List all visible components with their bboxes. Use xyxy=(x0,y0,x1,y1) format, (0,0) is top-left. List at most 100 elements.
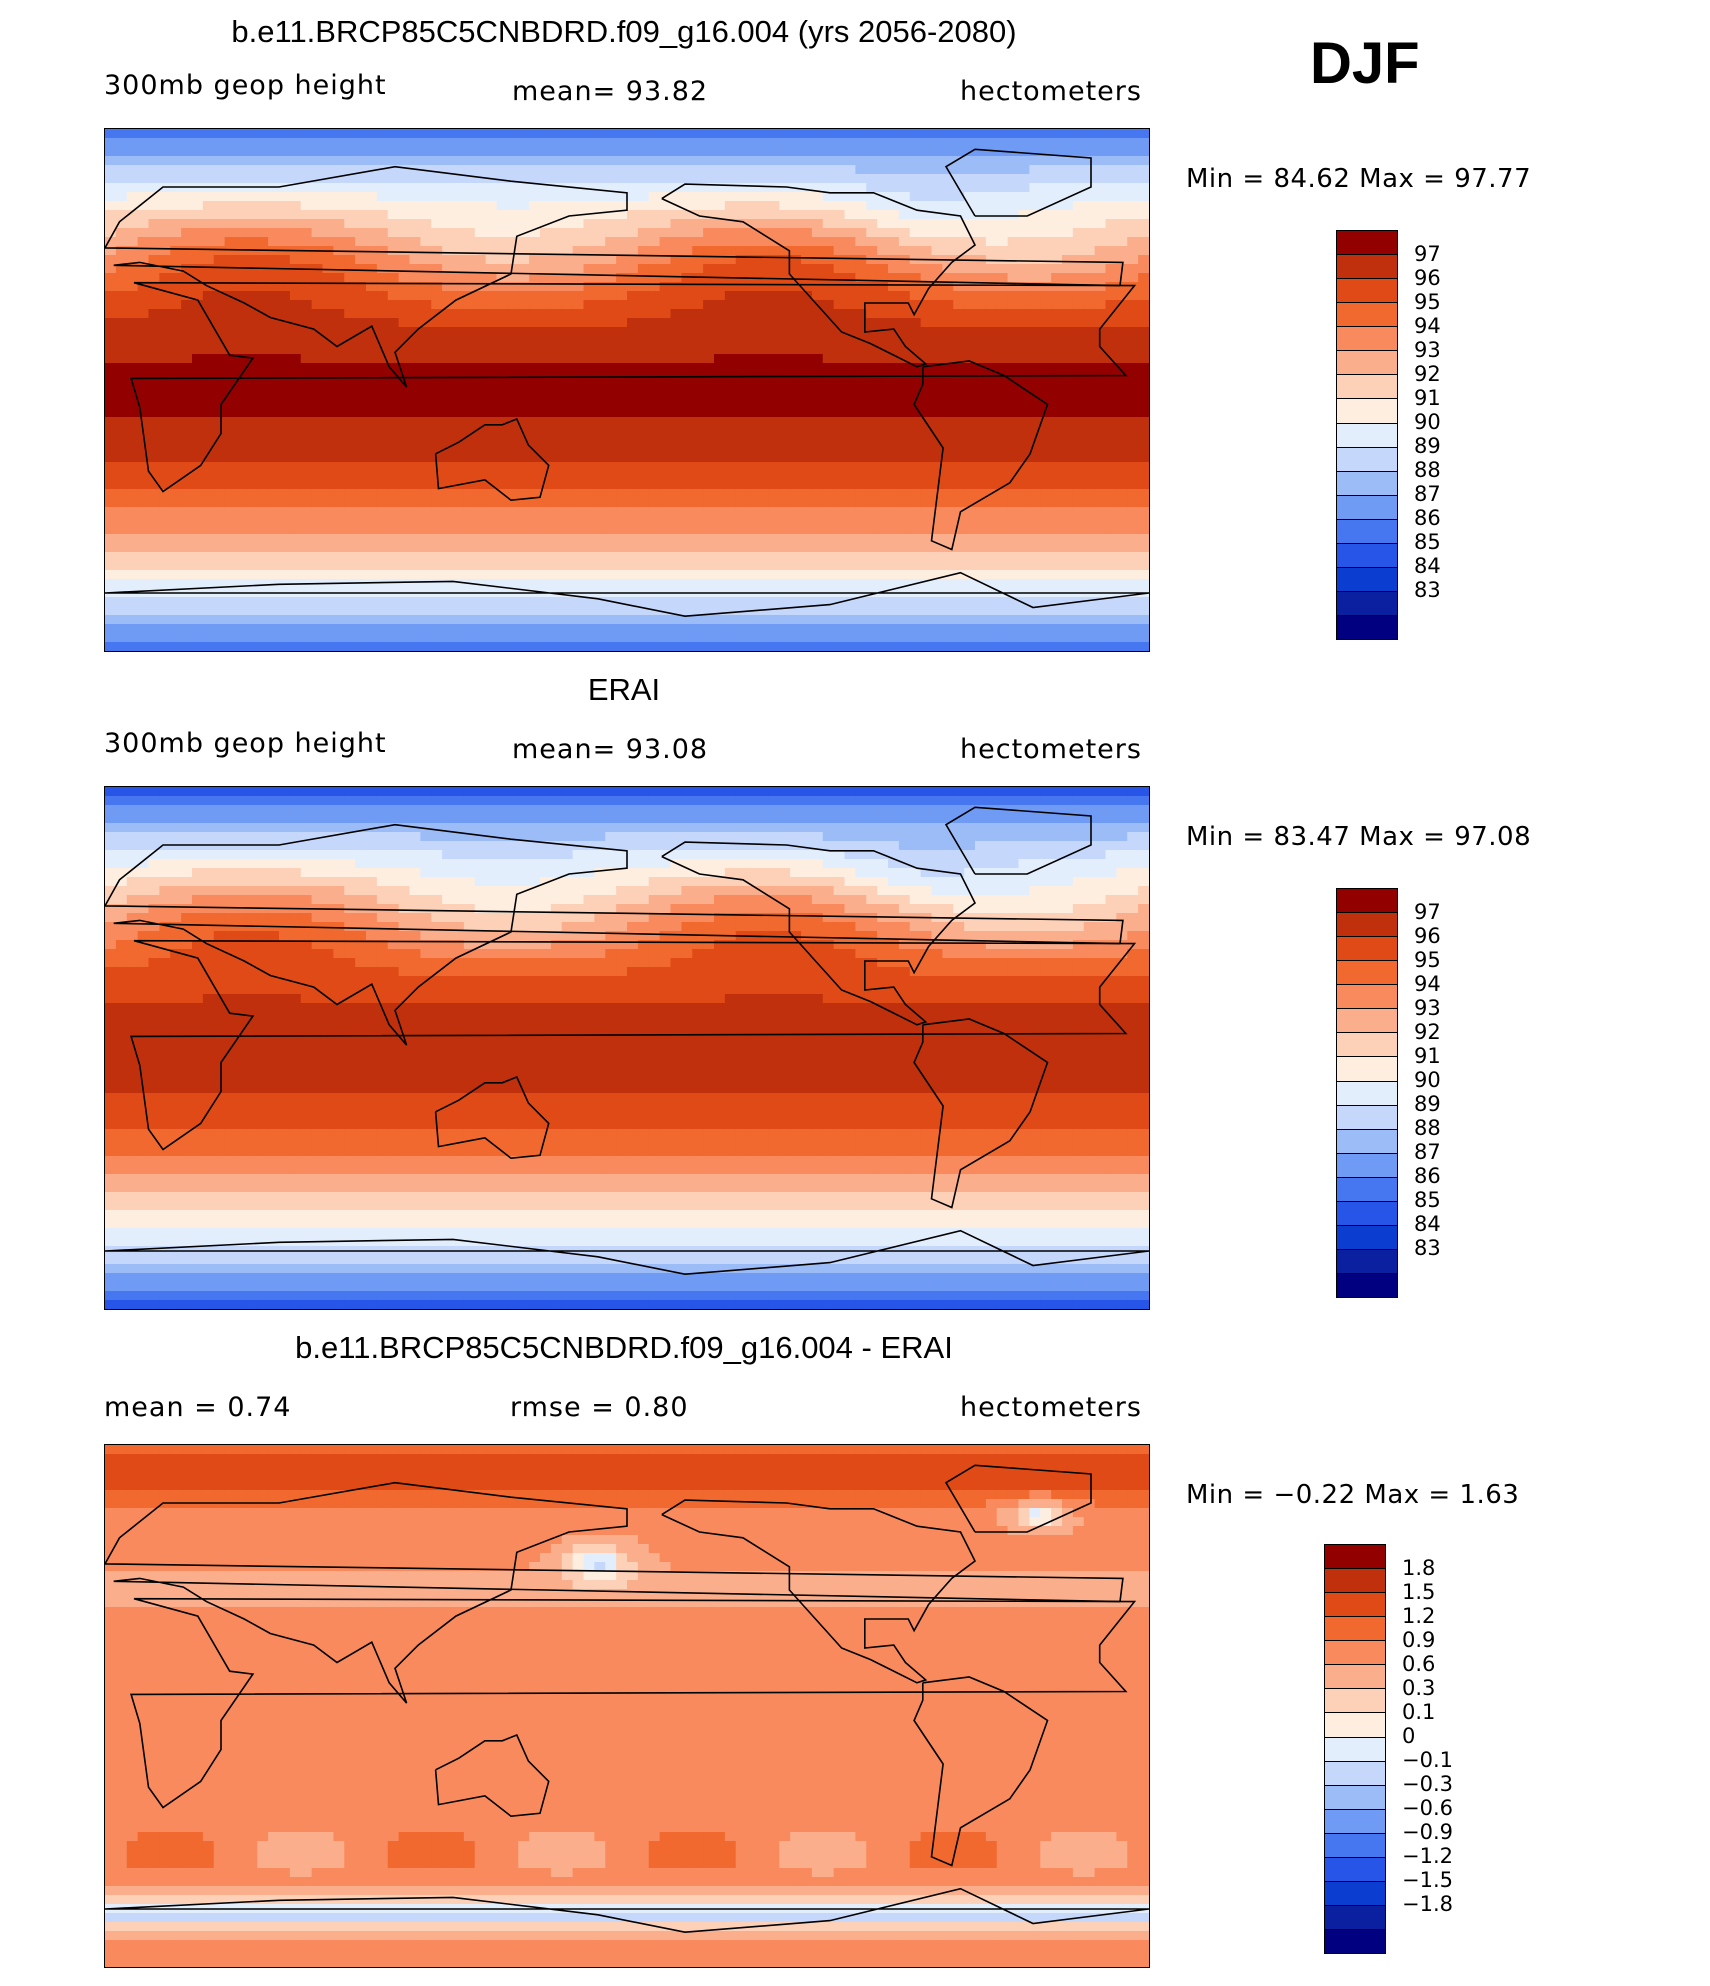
contour-cell xyxy=(1116,471,1128,481)
contour-cell xyxy=(779,498,791,508)
contour-cell xyxy=(616,219,628,229)
contour-cell xyxy=(431,390,443,400)
contour-cell xyxy=(268,300,280,310)
contour-cell xyxy=(235,525,247,535)
contour-cell xyxy=(1138,264,1149,274)
contour-cell xyxy=(801,480,813,490)
contour-cell xyxy=(268,183,280,193)
contour-cell xyxy=(213,219,226,229)
contour-cell xyxy=(996,534,1009,544)
contour-cell xyxy=(627,381,639,391)
contour-cell xyxy=(159,390,171,400)
contour-cell xyxy=(115,201,128,211)
contour-cell xyxy=(833,300,846,310)
contour-cell xyxy=(779,129,791,139)
contour-cell xyxy=(648,138,661,148)
contour-cell xyxy=(811,183,824,193)
contour-cell xyxy=(975,525,987,535)
contour-cell xyxy=(975,390,987,400)
contour-cell xyxy=(235,147,247,157)
contour-cell xyxy=(1105,462,1117,472)
contour-cell xyxy=(811,201,824,211)
contour-cell xyxy=(1072,183,1085,193)
contour-cell xyxy=(355,174,367,184)
contour-cell xyxy=(268,282,280,292)
contour-cell xyxy=(300,138,313,148)
contour-cell xyxy=(387,525,400,535)
contour-cell xyxy=(1094,138,1107,148)
contour-cell xyxy=(561,183,574,193)
contour-cell xyxy=(659,147,672,157)
contour-cell xyxy=(518,210,530,220)
contour-cell xyxy=(387,435,400,445)
contour-cell xyxy=(975,399,987,409)
contour-cell xyxy=(115,507,128,517)
contour-cell xyxy=(692,309,704,319)
contour-cell xyxy=(572,381,585,391)
contour-cell xyxy=(811,174,824,184)
contour-cell xyxy=(148,399,160,409)
contour-cell xyxy=(1127,192,1139,202)
contour-cell xyxy=(115,489,128,499)
contour-cell xyxy=(355,345,367,355)
contour-cell xyxy=(485,417,498,427)
contour-cell xyxy=(1029,318,1041,328)
contour-cell xyxy=(1051,489,1063,499)
contour-cell xyxy=(1094,228,1107,238)
contour-cell xyxy=(583,498,595,508)
contour-cell xyxy=(387,579,400,589)
contour-cell xyxy=(550,363,563,373)
contour-cell xyxy=(942,282,954,292)
contour-cell xyxy=(246,147,258,157)
contour-cell xyxy=(1072,552,1085,562)
contour-cell xyxy=(844,480,856,490)
contour-cell xyxy=(964,480,976,490)
contour-cell xyxy=(366,417,378,427)
contour-cell xyxy=(148,480,160,490)
contour-cell xyxy=(1105,435,1117,445)
contour-cell xyxy=(637,399,650,409)
contour-cell xyxy=(485,138,498,148)
contour-cell xyxy=(126,291,139,301)
contour-cell xyxy=(801,237,813,247)
contour-cell xyxy=(790,165,802,175)
contour-cell xyxy=(344,174,356,184)
contour-cell xyxy=(909,534,922,544)
contour-cell xyxy=(790,327,802,337)
contour-cell xyxy=(344,426,356,436)
contour-cell xyxy=(235,462,247,472)
contour-cell xyxy=(137,201,150,211)
contour-cell xyxy=(181,300,193,310)
contour-cell xyxy=(605,570,617,580)
contour-cell xyxy=(594,336,606,346)
contour-cell xyxy=(126,174,139,184)
contour-cell xyxy=(627,480,639,490)
contour-cell xyxy=(616,192,628,202)
contour-cell xyxy=(703,327,715,337)
contour-cell xyxy=(757,345,769,355)
contour-cell xyxy=(1018,579,1030,589)
contour-cell xyxy=(181,435,193,445)
contour-cell xyxy=(355,426,367,436)
contour-cell xyxy=(746,183,759,193)
contour-cell xyxy=(670,165,682,175)
contour-cell xyxy=(159,237,171,247)
contour-cell xyxy=(1018,327,1030,337)
contour-cell xyxy=(289,570,302,580)
contour-cell xyxy=(1051,255,1063,265)
contour-cell xyxy=(115,210,128,220)
contour-cell xyxy=(496,264,508,274)
contour-cell xyxy=(866,174,878,184)
contour-cell xyxy=(768,147,780,157)
contour-cell xyxy=(463,165,476,175)
contour-cell xyxy=(376,327,389,337)
contour-cell xyxy=(1094,129,1107,139)
contour-cell xyxy=(931,570,943,580)
contour-cell xyxy=(692,399,704,409)
contour-cell xyxy=(485,552,498,562)
contour-cell xyxy=(953,525,965,535)
contour-cell xyxy=(496,480,508,490)
contour-cell xyxy=(866,354,878,364)
contour-cell xyxy=(877,273,889,283)
contour-cell xyxy=(888,444,900,454)
